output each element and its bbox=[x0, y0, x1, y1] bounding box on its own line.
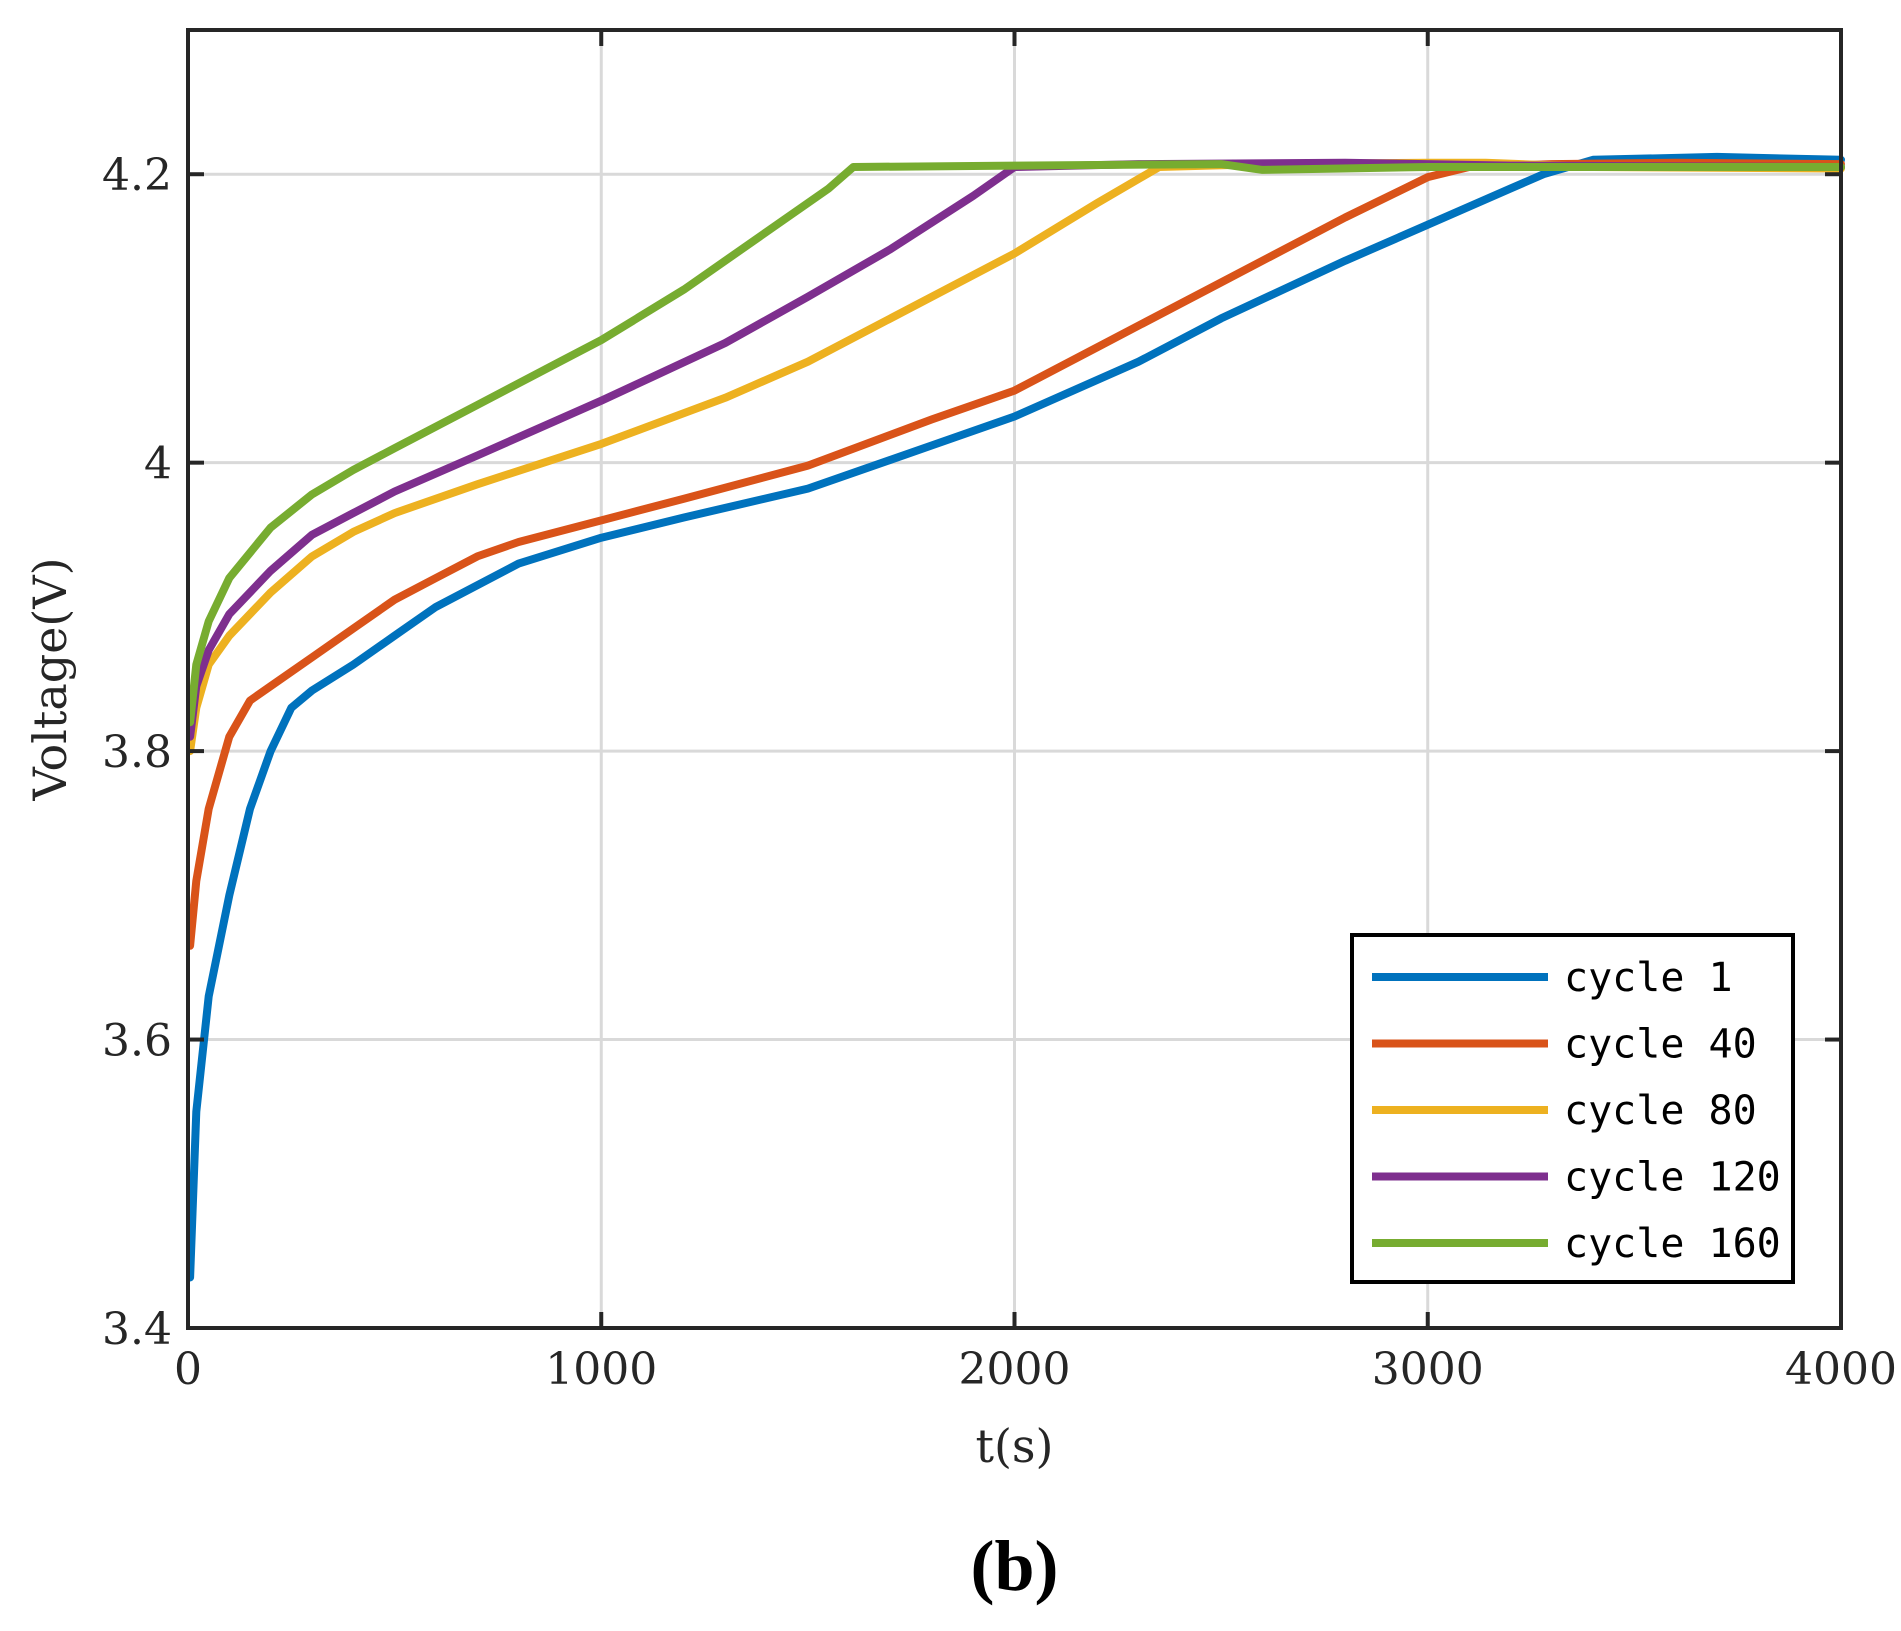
tick-labels: 0 1000 2000 3000 4000 3.4 3.6 3.8 4 4.2 bbox=[102, 150, 1897, 1395]
series-line-5 bbox=[186, 160, 1845, 727]
ticks bbox=[186, 30, 1843, 1330]
y-tick-label: 4.2 bbox=[102, 150, 172, 201]
legend-entry-label: cycle 40 bbox=[1564, 1022, 1757, 1068]
legend-entry-label: cycle 1 bbox=[1564, 955, 1733, 1001]
x-tick-label: 3000 bbox=[1372, 1344, 1484, 1395]
x-axis-label: t(s) bbox=[976, 1419, 1054, 1473]
x-tick-label: 0 bbox=[174, 1344, 202, 1395]
y-tick-label: 3.6 bbox=[102, 1016, 172, 1067]
legend-entry-label: cycle 160 bbox=[1564, 1221, 1781, 1267]
y-tick-label: 3.8 bbox=[102, 727, 172, 778]
legend-entry-label: cycle 80 bbox=[1564, 1088, 1757, 1134]
x-tick-label: 4000 bbox=[1785, 1344, 1897, 1395]
y-tick-label: 4 bbox=[144, 439, 172, 490]
legend-entry-label: cycle 120 bbox=[1564, 1155, 1781, 1201]
y-axis-label: Voltage(V) bbox=[23, 557, 77, 801]
y-tick-label: 3.4 bbox=[102, 1304, 172, 1355]
series-line-2 bbox=[186, 158, 1845, 950]
panel-label: (b) bbox=[971, 1526, 1059, 1606]
x-tick-label: 1000 bbox=[545, 1344, 657, 1395]
series-line-1 bbox=[186, 152, 1845, 1282]
x-tick-label: 2000 bbox=[959, 1344, 1071, 1395]
series-layer bbox=[186, 152, 1845, 1282]
legend: cycle 1 cycle 40 cycle 80 cycle 120 cycle 16… bbox=[1350, 933, 1795, 1284]
